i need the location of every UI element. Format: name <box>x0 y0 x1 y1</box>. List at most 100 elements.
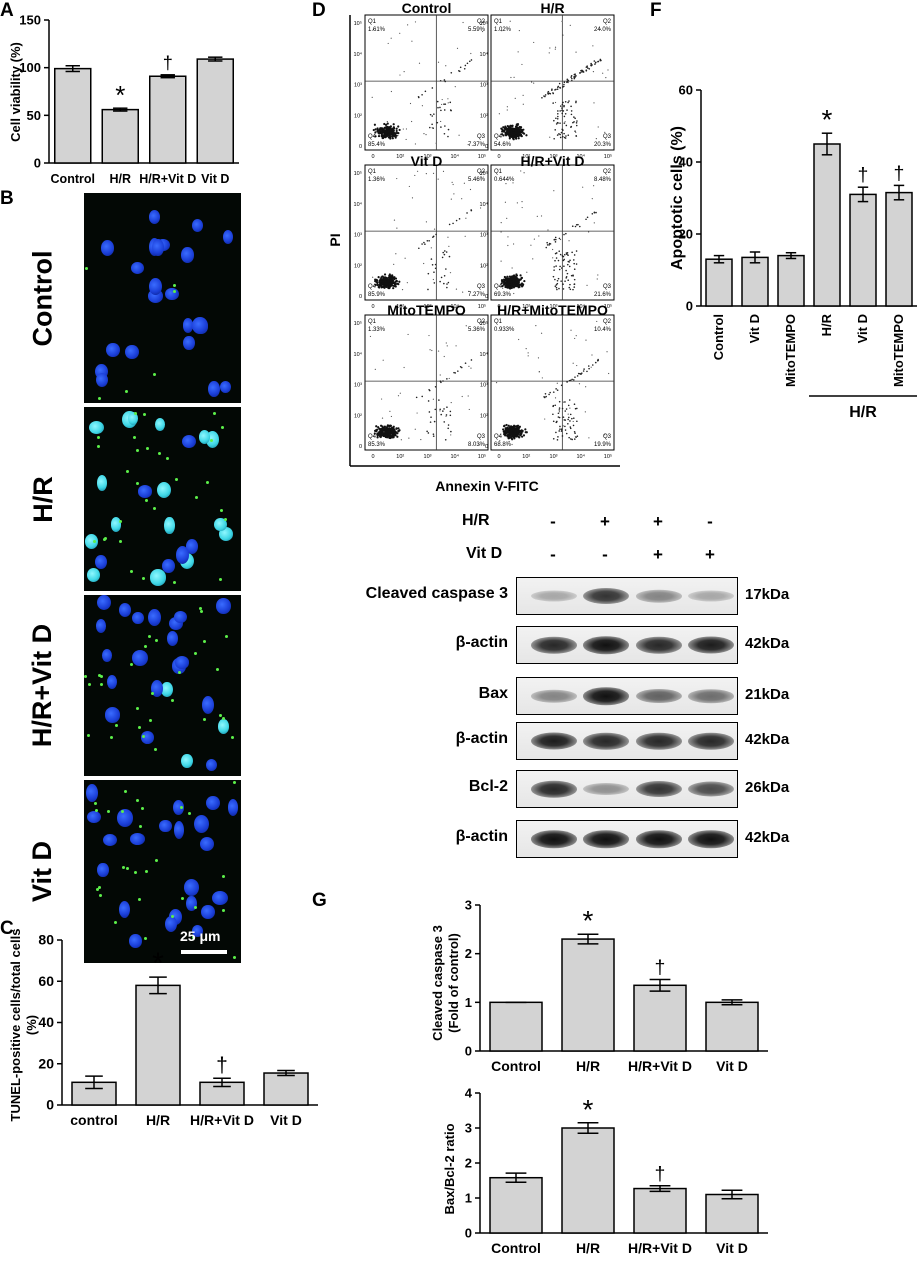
tunel-signal <box>86 734 90 738</box>
flow-y-tick: 0 <box>485 444 488 450</box>
event-dot <box>443 408 445 410</box>
flow-x-tick: 10⁴ <box>577 453 586 460</box>
flow-plot: Q1 1.33% Q2 5.36% Q3 8.03% Q4 85.3% 0 0 10² 10² 10³ 1… <box>354 302 489 460</box>
event-dot <box>447 281 450 284</box>
flow-y-tick: 10⁴ <box>480 201 489 208</box>
event-dot <box>575 100 577 103</box>
blot-band <box>531 830 577 848</box>
event-dot <box>449 414 452 417</box>
y-tick-label: 150 <box>19 13 41 28</box>
event-dot <box>508 137 511 140</box>
event-dot <box>573 278 576 281</box>
event-dot <box>457 370 459 372</box>
blot-kda-label: 42kDa <box>745 829 790 846</box>
tunel-signal <box>130 570 134 574</box>
event-dot <box>431 87 434 89</box>
event-dot <box>383 277 386 280</box>
nucleus <box>166 630 179 646</box>
event-dot <box>573 262 575 265</box>
event-dot <box>517 280 520 283</box>
nucleus <box>152 238 164 257</box>
bar <box>101 108 139 164</box>
event-dot <box>575 101 577 104</box>
tunel-signal <box>202 640 206 644</box>
nucleus <box>218 527 234 542</box>
event-dot <box>391 137 394 140</box>
event-dot <box>391 127 394 130</box>
event-dot <box>568 379 571 382</box>
event-dot <box>470 59 473 61</box>
nucleus <box>208 380 221 398</box>
event-dot <box>383 433 386 436</box>
event-dot <box>455 288 458 290</box>
event-dot <box>449 410 452 413</box>
event-dot <box>391 135 394 138</box>
event-dot <box>509 133 512 137</box>
event-dot <box>552 257 554 259</box>
blot-band <box>531 590 577 602</box>
event-dot <box>568 265 571 268</box>
event-dot <box>580 373 582 376</box>
flow-plot-title: H/R+Vit D <box>521 153 585 169</box>
y-tick-label: 60 <box>38 973 54 989</box>
x-category-label: Vit D <box>855 314 870 343</box>
event-dot <box>504 281 507 284</box>
flow-x-tick: 0 <box>497 454 500 460</box>
event-dot <box>582 71 585 73</box>
event-dot <box>568 416 570 419</box>
event-dot <box>404 257 406 259</box>
flow-y-tick: 0 <box>359 144 362 150</box>
event-dot <box>554 241 557 243</box>
event-dot <box>535 325 537 327</box>
event-dot <box>445 268 447 270</box>
quadrant-name: Q4 <box>494 284 503 290</box>
nucleus <box>192 317 208 335</box>
nucleus <box>137 485 152 498</box>
event-dot <box>505 284 508 287</box>
event-dot <box>565 252 568 254</box>
event-dot <box>382 359 384 361</box>
event-dot <box>512 282 515 285</box>
nucleus <box>181 247 194 263</box>
event-dot <box>383 130 386 133</box>
quadrant-name: Q3 <box>603 284 612 290</box>
event-dot <box>588 437 590 439</box>
blot-band <box>531 780 577 798</box>
event-dot <box>443 282 445 285</box>
event-dot <box>508 280 511 284</box>
event-dot <box>586 65 588 67</box>
event-dot <box>560 280 562 282</box>
tunel-signal <box>114 723 118 727</box>
event-dot <box>506 109 508 111</box>
nucleus <box>147 609 161 627</box>
event-dot <box>503 424 506 427</box>
nucleus <box>110 517 121 532</box>
nucleus <box>159 819 172 833</box>
event-dot <box>578 225 581 228</box>
event-dot <box>569 426 572 428</box>
event-dot <box>516 424 520 427</box>
event-dot <box>557 259 560 262</box>
event-dot <box>462 21 464 24</box>
tunel-signal <box>113 921 117 925</box>
event-dot <box>556 439 559 441</box>
quadrant-name: Q3 <box>603 434 612 440</box>
event-dot <box>554 285 557 288</box>
event-dot <box>562 288 565 290</box>
nucleus <box>205 795 220 811</box>
event-dot <box>502 130 505 133</box>
event-dot <box>512 136 515 139</box>
x-category-label: MitoTEMPO <box>783 314 798 387</box>
event-dot <box>463 68 466 70</box>
event-dot <box>446 283 448 285</box>
flow-y-tick: 10³ <box>480 233 488 239</box>
event-dot <box>506 277 510 281</box>
event-dot <box>399 74 401 76</box>
event-dot <box>556 117 559 120</box>
event-dot <box>592 71 595 73</box>
event-dot <box>567 404 570 407</box>
tunel-signal <box>145 447 149 451</box>
event-dot <box>569 288 572 291</box>
event-dot <box>449 101 452 104</box>
event-dot <box>523 172 525 174</box>
